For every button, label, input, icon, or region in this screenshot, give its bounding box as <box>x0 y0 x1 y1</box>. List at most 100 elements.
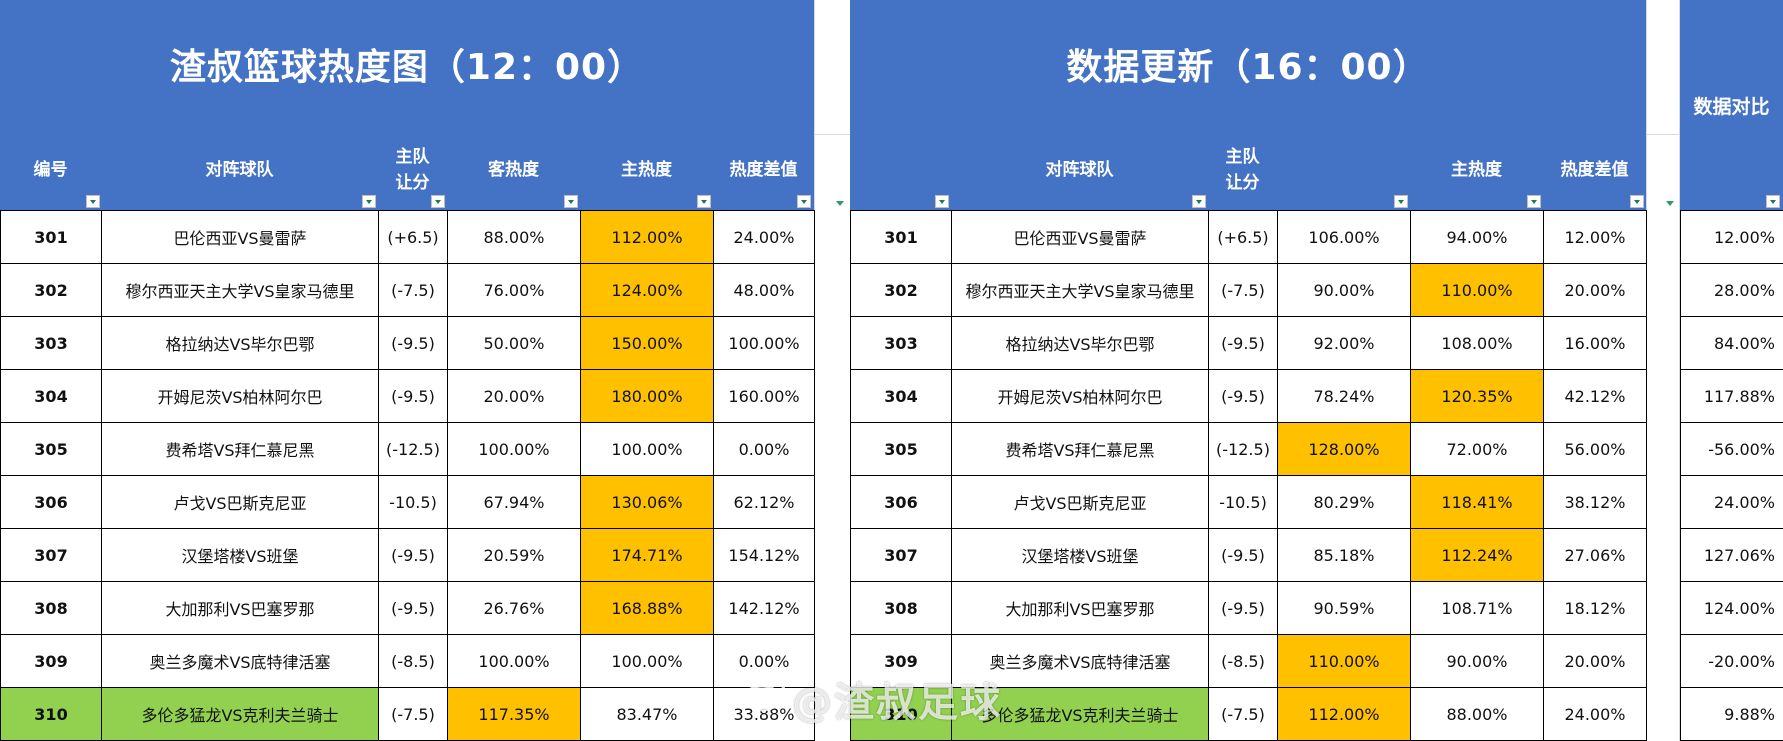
cell-id[interactable]: 301 <box>850 210 952 264</box>
cell-match[interactable]: 汉堡塔楼VS班堡 <box>101 528 379 582</box>
cell-home-heat[interactable]: 180.00% <box>580 369 714 423</box>
cell-handicap[interactable]: (-9.5) <box>378 369 448 423</box>
cell-handicap[interactable]: (-9.5) <box>378 528 448 582</box>
filter-dropdown-icon[interactable] <box>1766 195 1780 208</box>
cell-match[interactable]: 汉堡塔楼VS班堡 <box>951 528 1209 582</box>
filter-dropdown-icon[interactable] <box>431 195 445 208</box>
cell-match[interactable]: 费希塔VS拜仁慕尼黑 <box>101 422 379 476</box>
cell-id[interactable]: 310 <box>850 687 952 741</box>
cell-id[interactable]: 305 <box>0 422 102 476</box>
cell-handicap[interactable]: (-8.5) <box>1208 634 1278 688</box>
cell-id[interactable]: 301 <box>0 210 102 264</box>
cell-away-heat[interactable]: 76.00% <box>447 263 581 317</box>
cell-heat-diff[interactable]: 12.00% <box>1543 210 1647 264</box>
cell-away-heat[interactable]: 100.00% <box>447 422 581 476</box>
cell-match[interactable]: 大加那利VS巴塞罗那 <box>101 581 379 635</box>
cell-heat-diff[interactable]: 48.00% <box>713 263 815 317</box>
cell-home-heat[interactable]: 174.71% <box>580 528 714 582</box>
cell-id[interactable]: 304 <box>0 369 102 423</box>
cell-handicap[interactable]: (-9.5) <box>378 316 448 370</box>
cell-away-heat[interactable]: 90.00% <box>1277 263 1411 317</box>
cell-match[interactable]: 卢戈VS巴斯克尼亚 <box>951 475 1209 529</box>
cell-heat-diff[interactable]: 16.00% <box>1543 316 1647 370</box>
cell-id[interactable]: 302 <box>0 263 102 317</box>
cell-compare[interactable]: 9.88% <box>1680 687 1783 741</box>
cell-handicap[interactable]: (+6.5) <box>1208 210 1278 264</box>
cell-match[interactable]: 开姆尼茨VS柏林阿尔巴 <box>101 369 379 423</box>
cell-match[interactable]: 多伦多猛龙VS克利夫兰骑士 <box>951 687 1209 741</box>
cell-home-heat[interactable]: 90.00% <box>1410 634 1544 688</box>
cell-match[interactable]: 多伦多猛龙VS克利夫兰骑士 <box>101 687 379 741</box>
cell-handicap[interactable]: (-9.5) <box>1208 369 1278 423</box>
cell-match[interactable]: 穆尔西亚天主大学VS皇家马德里 <box>101 263 379 317</box>
cell-handicap[interactable]: (-9.5) <box>1208 528 1278 582</box>
cell-id[interactable]: 310 <box>0 687 102 741</box>
filter-dropdown-icon[interactable] <box>935 195 949 208</box>
cell-match[interactable]: 奥兰多魔术VS底特律活塞 <box>951 634 1209 688</box>
cell-handicap[interactable]: (-7.5) <box>378 687 448 741</box>
cell-handicap[interactable]: (-12.5) <box>1208 422 1278 476</box>
cell-id[interactable]: 304 <box>850 369 952 423</box>
filter-dropdown-icon[interactable] <box>1192 195 1206 208</box>
filter-dropdown-icon[interactable] <box>1664 198 1676 208</box>
cell-heat-diff[interactable]: 20.00% <box>1543 634 1647 688</box>
cell-away-heat[interactable]: 78.24% <box>1277 369 1411 423</box>
cell-away-heat[interactable]: 85.18% <box>1277 528 1411 582</box>
cell-match[interactable]: 巴伦西亚VS曼雷萨 <box>101 210 379 264</box>
cell-away-heat[interactable]: 92.00% <box>1277 316 1411 370</box>
cell-home-heat[interactable]: 150.00% <box>580 316 714 370</box>
cell-compare[interactable]: 117.88% <box>1680 369 1783 423</box>
cell-id[interactable]: 302 <box>850 263 952 317</box>
filter-dropdown-icon[interactable] <box>1527 195 1541 208</box>
cell-away-heat[interactable]: 88.00% <box>447 210 581 264</box>
cell-home-heat[interactable]: 100.00% <box>580 422 714 476</box>
cell-id[interactable]: 303 <box>850 316 952 370</box>
filter-dropdown-icon[interactable] <box>86 195 100 208</box>
cell-id[interactable]: 309 <box>0 634 102 688</box>
cell-home-heat[interactable]: 168.88% <box>580 581 714 635</box>
cell-home-heat[interactable]: 118.41% <box>1410 475 1544 529</box>
cell-id[interactable]: 307 <box>0 528 102 582</box>
cell-handicap[interactable]: (-7.5) <box>1208 263 1278 317</box>
cell-handicap[interactable]: (-9.5) <box>1208 581 1278 635</box>
cell-home-heat[interactable]: 88.00% <box>1410 687 1544 741</box>
cell-match[interactable]: 格拉纳达VS毕尔巴鄂 <box>101 316 379 370</box>
cell-handicap[interactable]: (-9.5) <box>1208 316 1278 370</box>
cell-heat-diff[interactable]: 62.12% <box>713 475 815 529</box>
cell-compare[interactable]: 84.00% <box>1680 316 1783 370</box>
cell-heat-diff[interactable]: 160.00% <box>713 369 815 423</box>
cell-away-heat[interactable]: 106.00% <box>1277 210 1411 264</box>
cell-match[interactable]: 费希塔VS拜仁慕尼黑 <box>951 422 1209 476</box>
cell-away-heat[interactable]: 128.00% <box>1277 422 1411 476</box>
cell-handicap[interactable]: -10.5) <box>378 475 448 529</box>
cell-heat-diff[interactable]: 56.00% <box>1543 422 1647 476</box>
cell-heat-diff[interactable]: 24.00% <box>1543 687 1647 741</box>
cell-away-heat[interactable]: 90.59% <box>1277 581 1411 635</box>
cell-heat-diff[interactable]: 154.12% <box>713 528 815 582</box>
cell-match[interactable]: 穆尔西亚天主大学VS皇家马德里 <box>951 263 1209 317</box>
cell-home-heat[interactable]: 130.06% <box>580 475 714 529</box>
cell-compare[interactable]: 12.00% <box>1680 210 1783 264</box>
filter-dropdown-icon[interactable] <box>697 195 711 208</box>
cell-id[interactable]: 303 <box>0 316 102 370</box>
cell-away-heat[interactable]: 50.00% <box>447 316 581 370</box>
cell-heat-diff[interactable]: 42.12% <box>1543 369 1647 423</box>
cell-away-heat[interactable]: 67.94% <box>447 475 581 529</box>
cell-handicap[interactable]: (-12.5) <box>378 422 448 476</box>
cell-match[interactable]: 卢戈VS巴斯克尼亚 <box>101 475 379 529</box>
cell-match[interactable]: 大加那利VS巴塞罗那 <box>951 581 1209 635</box>
cell-heat-diff[interactable]: 27.06% <box>1543 528 1647 582</box>
cell-heat-diff[interactable]: 18.12% <box>1543 581 1647 635</box>
cell-handicap[interactable]: (-7.5) <box>1208 687 1278 741</box>
cell-home-heat[interactable]: 110.00% <box>1410 263 1544 317</box>
cell-compare[interactable]: 28.00% <box>1680 263 1783 317</box>
cell-away-heat[interactable]: 110.00% <box>1277 634 1411 688</box>
cell-handicap[interactable]: (-9.5) <box>378 581 448 635</box>
cell-home-heat[interactable]: 124.00% <box>580 263 714 317</box>
cell-away-heat[interactable]: 80.29% <box>1277 475 1411 529</box>
cell-heat-diff[interactable]: 0.00% <box>713 422 815 476</box>
cell-id[interactable]: 307 <box>850 528 952 582</box>
cell-compare[interactable]: -56.00% <box>1680 422 1783 476</box>
cell-id[interactable]: 308 <box>0 581 102 635</box>
cell-home-heat[interactable]: 94.00% <box>1410 210 1544 264</box>
